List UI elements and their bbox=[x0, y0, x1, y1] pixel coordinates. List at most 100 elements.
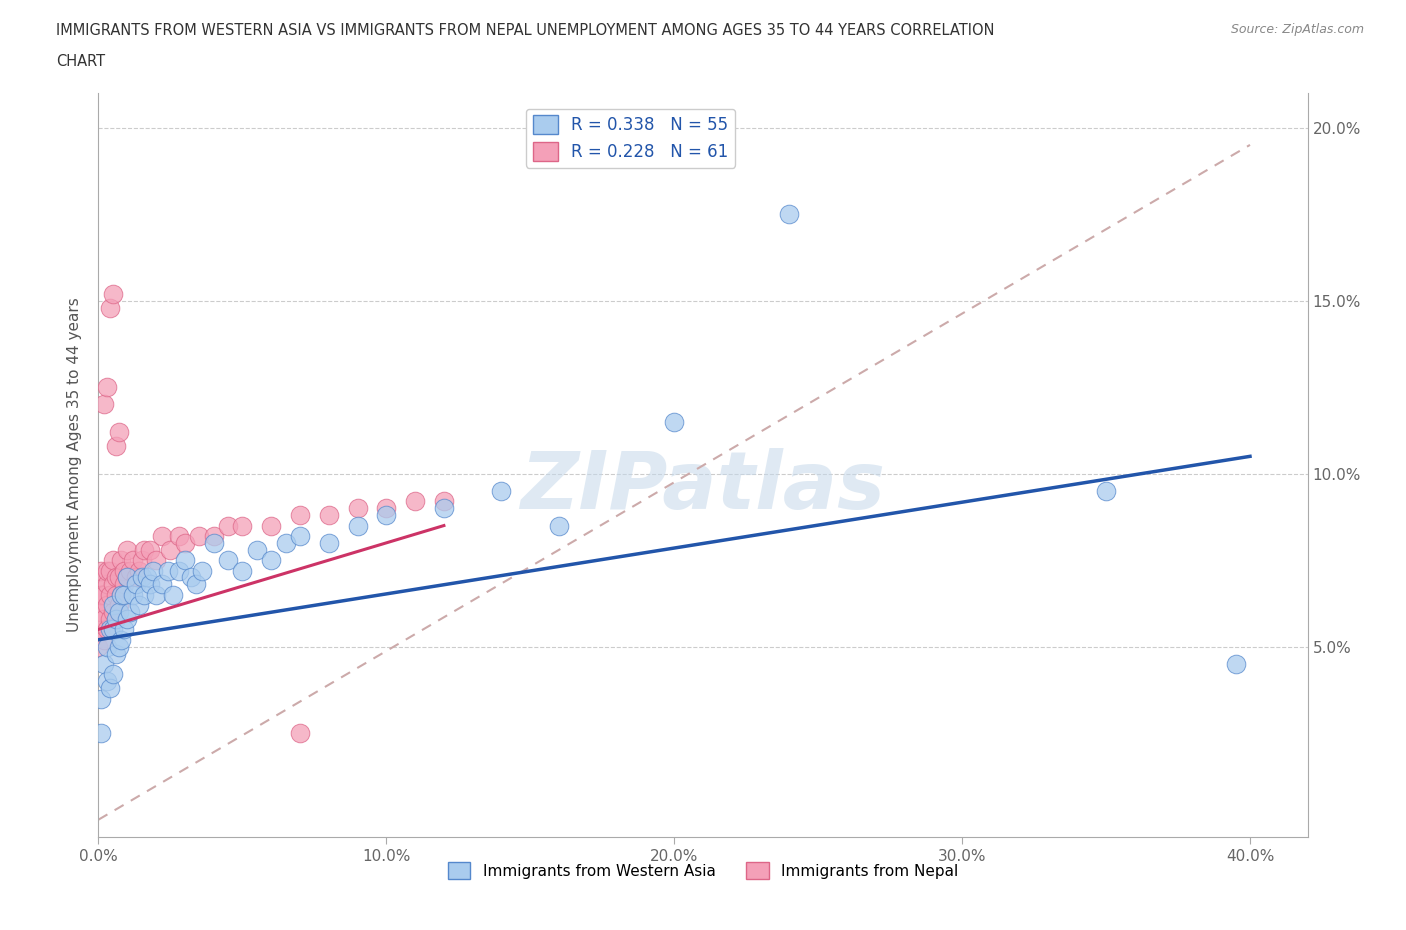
Point bbox=[110, 588, 132, 603]
Point bbox=[288, 725, 311, 740]
Point bbox=[87, 639, 110, 654]
Point bbox=[180, 570, 202, 585]
Point bbox=[664, 414, 686, 429]
Point bbox=[122, 588, 145, 603]
Point bbox=[98, 588, 121, 603]
Legend: Immigrants from Western Asia, Immigrants from Nepal: Immigrants from Western Asia, Immigrants… bbox=[441, 857, 965, 885]
Point bbox=[90, 563, 112, 578]
Point bbox=[150, 577, 173, 591]
Point bbox=[142, 563, 165, 578]
Point bbox=[104, 570, 127, 585]
Point bbox=[93, 612, 115, 627]
Point bbox=[186, 577, 208, 591]
Point bbox=[104, 588, 127, 603]
Text: Source: ZipAtlas.com: Source: ZipAtlas.com bbox=[1230, 23, 1364, 36]
Point bbox=[87, 588, 110, 603]
Point bbox=[107, 639, 129, 654]
Point bbox=[107, 425, 129, 440]
Point bbox=[98, 300, 121, 315]
Point bbox=[134, 542, 156, 557]
Point bbox=[217, 552, 239, 567]
Point bbox=[96, 577, 118, 591]
Point bbox=[120, 563, 142, 578]
Point bbox=[110, 588, 132, 603]
Point bbox=[375, 508, 398, 523]
Point bbox=[115, 542, 138, 557]
Point bbox=[98, 622, 121, 637]
Point bbox=[96, 563, 118, 578]
Point bbox=[104, 646, 127, 661]
Point bbox=[90, 604, 112, 619]
Point bbox=[404, 494, 426, 509]
Point bbox=[288, 508, 311, 523]
Point bbox=[778, 206, 800, 221]
Point bbox=[375, 501, 398, 516]
Point bbox=[260, 552, 283, 567]
Point bbox=[134, 588, 156, 603]
Point bbox=[346, 518, 368, 533]
Point bbox=[112, 588, 135, 603]
Point bbox=[115, 570, 138, 585]
Point bbox=[139, 577, 162, 591]
Point bbox=[173, 552, 195, 567]
Point bbox=[87, 570, 110, 585]
Point bbox=[260, 518, 283, 533]
Point bbox=[107, 598, 129, 613]
Point bbox=[101, 598, 124, 613]
Point bbox=[101, 552, 124, 567]
Point bbox=[112, 577, 135, 591]
Point bbox=[202, 528, 225, 543]
Point bbox=[136, 570, 159, 585]
Y-axis label: Unemployment Among Ages 35 to 44 years: Unemployment Among Ages 35 to 44 years bbox=[67, 298, 83, 632]
Point bbox=[150, 528, 173, 543]
Point bbox=[231, 518, 253, 533]
Point bbox=[110, 552, 132, 567]
Point bbox=[125, 570, 148, 585]
Point bbox=[98, 612, 121, 627]
Point bbox=[1225, 657, 1247, 671]
Point bbox=[90, 725, 112, 740]
Point bbox=[101, 604, 124, 619]
Point bbox=[167, 563, 190, 578]
Point bbox=[96, 379, 118, 394]
Point bbox=[87, 604, 110, 619]
Point bbox=[128, 563, 150, 578]
Point bbox=[128, 598, 150, 613]
Text: ZIPatlas: ZIPatlas bbox=[520, 448, 886, 526]
Point bbox=[346, 501, 368, 516]
Point bbox=[101, 622, 124, 637]
Point bbox=[162, 588, 184, 603]
Point bbox=[96, 598, 118, 613]
Point bbox=[122, 552, 145, 567]
Point bbox=[104, 612, 127, 627]
Point bbox=[90, 588, 112, 603]
Point bbox=[188, 528, 211, 543]
Point bbox=[231, 563, 253, 578]
Point bbox=[1095, 484, 1118, 498]
Point bbox=[145, 588, 167, 603]
Point bbox=[93, 397, 115, 412]
Point bbox=[288, 528, 311, 543]
Point bbox=[112, 563, 135, 578]
Point bbox=[90, 691, 112, 706]
Point bbox=[96, 639, 118, 654]
Point bbox=[98, 563, 121, 578]
Point bbox=[318, 536, 340, 551]
Point bbox=[274, 536, 297, 551]
Point bbox=[131, 570, 153, 585]
Point bbox=[93, 588, 115, 603]
Point bbox=[101, 577, 124, 591]
Point bbox=[96, 674, 118, 689]
Point bbox=[90, 622, 112, 637]
Point bbox=[101, 286, 124, 301]
Point bbox=[107, 570, 129, 585]
Point bbox=[110, 632, 132, 647]
Point bbox=[191, 563, 214, 578]
Point bbox=[101, 667, 124, 682]
Point bbox=[139, 542, 162, 557]
Point bbox=[98, 681, 121, 696]
Point bbox=[202, 536, 225, 551]
Point bbox=[173, 536, 195, 551]
Point bbox=[491, 484, 513, 498]
Point bbox=[548, 518, 571, 533]
